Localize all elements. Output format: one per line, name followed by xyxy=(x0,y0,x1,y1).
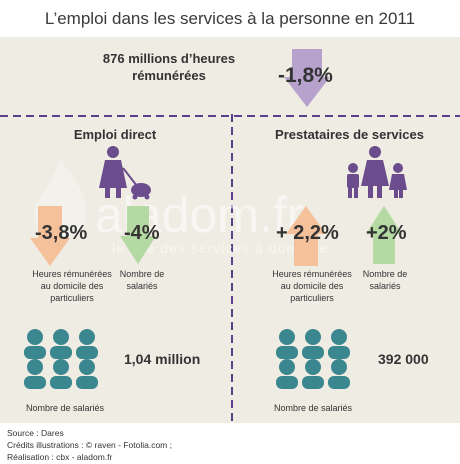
provider-workers-group-icon xyxy=(276,329,350,389)
provider-hours-up-arrow-icon xyxy=(286,206,326,266)
provider-employees-up-arrow-icon xyxy=(366,206,402,264)
direct-employees-down-arrow-icon xyxy=(120,206,156,264)
down-arrow-icon xyxy=(284,49,330,107)
direct-employees-count-label: Nombre de salariés xyxy=(25,403,105,413)
total-hours-label: 876 millions d’heures rémunérées xyxy=(102,51,236,83)
vertical-divider xyxy=(231,114,233,424)
realisation-text: Réalisation : cbx - aladom.fr xyxy=(7,452,113,462)
direct-employees-count: 1,04 million xyxy=(124,351,201,367)
provider-hours-label: Heures rémunérées au domicile des partic… xyxy=(272,269,352,303)
direct-employees-label: Nombre de salariés xyxy=(119,269,165,291)
family-icon xyxy=(347,146,407,198)
watermark-tagline: le site des services à domicile xyxy=(112,240,329,256)
source-text: Source : Dares xyxy=(7,428,64,438)
direct-hours-label: Heures rémunérées au domicile des partic… xyxy=(32,269,112,303)
page-title: L’emploi dans les services à la personne… xyxy=(44,9,416,28)
provider-hours-change: + 2,2% xyxy=(276,222,339,244)
direct-employees-change: -4% xyxy=(124,222,160,244)
provider-employees-count: 392 000 xyxy=(378,351,429,367)
horizontal-divider xyxy=(0,115,460,117)
cleaning-woman-icon xyxy=(99,146,151,200)
direct-employment-title: Emploi direct xyxy=(73,127,157,142)
service-providers-title: Prestataires de services xyxy=(275,127,424,142)
direct-hours-down-arrow-icon xyxy=(30,206,70,266)
provider-employees-count-label: Nombre de salariés xyxy=(273,403,353,413)
direct-workers-group-icon xyxy=(24,329,98,389)
provider-employees-change: +2% xyxy=(366,222,407,244)
title-bar: L’emploi dans les services à la personne… xyxy=(0,0,460,37)
direct-hours-change: -3,8% xyxy=(35,222,88,244)
total-hours-change: -1,8% xyxy=(278,64,333,87)
footer: Source : Dares Crédits illustrations : ©… xyxy=(0,423,460,464)
provider-employees-label: Nombre de salariés xyxy=(362,269,408,291)
credits-text: Crédits illustrations : © raven - Fotoli… xyxy=(7,440,172,450)
